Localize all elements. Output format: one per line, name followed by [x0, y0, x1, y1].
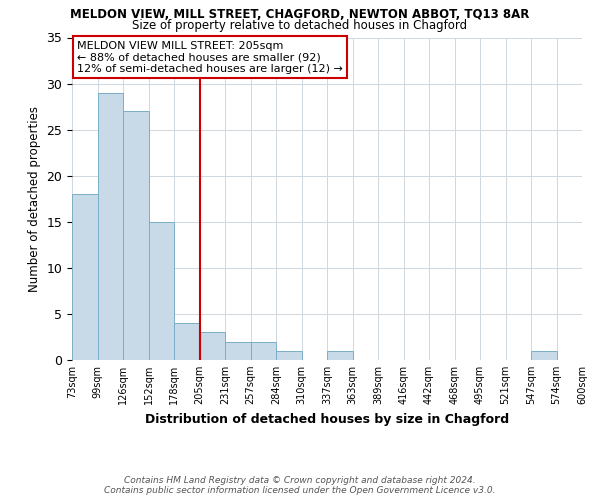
Text: MELDON VIEW, MILL STREET, CHAGFORD, NEWTON ABBOT, TQ13 8AR: MELDON VIEW, MILL STREET, CHAGFORD, NEWT… [70, 8, 530, 20]
Bar [72, 194, 97, 360]
Bar [174, 323, 199, 360]
Y-axis label: Number of detached properties: Number of detached properties [28, 106, 41, 292]
X-axis label: Distribution of detached houses by size in Chagford: Distribution of detached houses by size … [145, 412, 509, 426]
Bar [531, 351, 557, 360]
Bar [251, 342, 276, 360]
Bar [149, 222, 174, 360]
Bar [276, 351, 302, 360]
Text: Size of property relative to detached houses in Chagford: Size of property relative to detached ho… [133, 18, 467, 32]
Text: Contains HM Land Registry data © Crown copyright and database right 2024.
Contai: Contains HM Land Registry data © Crown c… [104, 476, 496, 495]
Bar [199, 332, 225, 360]
Bar [225, 342, 251, 360]
Text: MELDON VIEW MILL STREET: 205sqm
← 88% of detached houses are smaller (92)
12% of: MELDON VIEW MILL STREET: 205sqm ← 88% of… [77, 40, 343, 74]
Bar [123, 111, 149, 360]
Bar [97, 93, 123, 360]
Bar [327, 351, 353, 360]
